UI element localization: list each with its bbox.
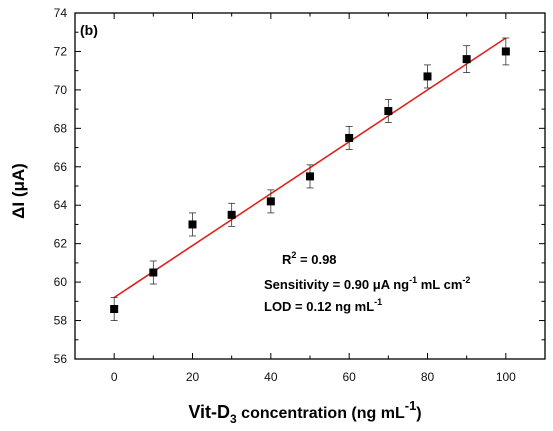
y-tick-label: 74 xyxy=(54,6,68,20)
y-tick-label: 66 xyxy=(54,160,68,174)
data-point xyxy=(110,305,119,314)
y-tick-label: 62 xyxy=(54,237,68,251)
data-point xyxy=(384,107,393,116)
data-point xyxy=(188,220,197,229)
x-axis-title: Vit-D3 concentration (ng mL-1) xyxy=(188,398,421,426)
lod-annotation: LOD = 0.12 ng mL-1 xyxy=(264,297,382,314)
y-axis-title: ΔI (μA) xyxy=(9,163,28,219)
y-tick-label: 68 xyxy=(54,121,68,135)
x-tick-label: 20 xyxy=(186,370,200,384)
y-tick-label: 56 xyxy=(54,352,68,366)
axes-layer: 0 20 40 60 80 100 56 58 60 62 64 66 68 70 72 74 xyxy=(54,6,546,384)
x-tick-label: 80 xyxy=(421,370,435,384)
r-squared-annotation: R2 = 0.98 xyxy=(282,250,337,267)
y-tick-label: 60 xyxy=(54,275,68,289)
data-point xyxy=(149,268,158,277)
sensitivity-annotation: Sensitivity = 0.90 μA ng-1 mL cm-2 xyxy=(264,275,470,292)
data-point xyxy=(266,197,275,206)
panel-label: (b) xyxy=(80,22,98,38)
points-layer xyxy=(110,37,510,321)
y-tick-label: 58 xyxy=(54,314,68,328)
x-tick-label: 0 xyxy=(111,370,118,384)
y-tick-label: 72 xyxy=(54,44,68,58)
data-point xyxy=(423,72,432,81)
data-point xyxy=(501,47,510,56)
data-point xyxy=(306,172,314,181)
x-tick-label: 60 xyxy=(342,370,356,384)
data-point xyxy=(227,210,236,219)
data-point xyxy=(345,133,354,142)
x-tick-label: 100 xyxy=(496,370,516,384)
y-tick-label: 64 xyxy=(54,198,68,212)
x-tick-label: 40 xyxy=(264,370,278,384)
y-tick-label: 70 xyxy=(54,83,68,97)
data-point xyxy=(462,55,471,64)
